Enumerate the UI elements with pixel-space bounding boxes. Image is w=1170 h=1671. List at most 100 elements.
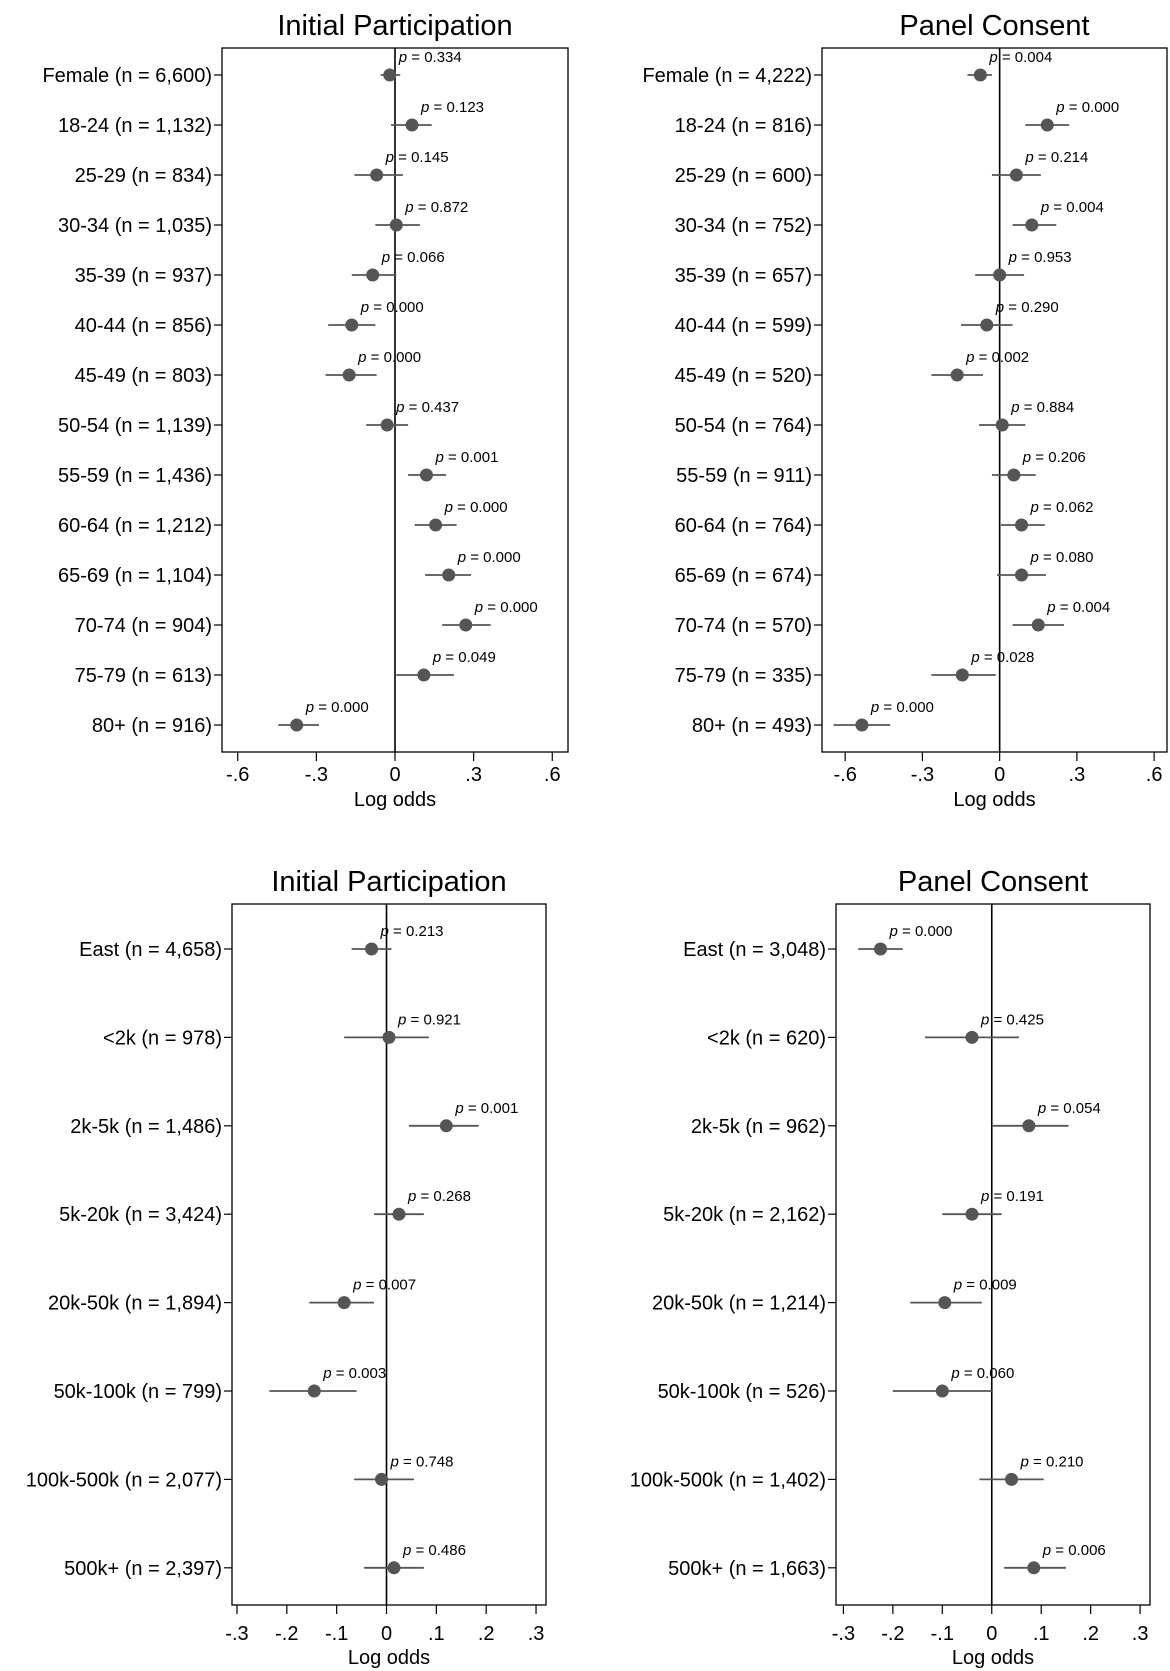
category-label: 60-64 (n = 764) [675,515,812,537]
category-label: 35-39 (n = 937) [75,265,212,287]
category-label: 50-54 (n = 1,139) [58,415,212,437]
point-estimate [1027,1561,1041,1575]
p-value-label: p = 0.003 [322,1365,386,1382]
p-value-label: p = 0.004 [1040,199,1104,216]
plot-frame [231,903,547,1606]
x-tick-label: .3 [528,1623,545,1645]
p-value-label: p = 0.921 [397,1011,461,1028]
point-estimate [383,68,397,82]
point-estimate [973,68,987,82]
point-estimate [345,318,359,332]
p-value-label: p = 0.000 [444,499,508,516]
p-value-label: p = 0.437 [395,399,459,416]
point-estimate [855,718,869,732]
p-value-label: p = 0.000 [870,699,934,716]
point-estimate [1015,568,1029,582]
category-label: 25-29 (n = 834) [75,165,212,187]
category-label: 18-24 (n = 1,132) [58,115,212,137]
category-label: 75-79 (n = 335) [675,665,812,687]
point-estimate [419,468,433,482]
point-estimate [389,218,403,232]
x-tick-label: -.6 [226,764,249,786]
p-value-label: p = 0.066 [381,249,445,266]
point-estimate [1022,1119,1036,1133]
x-tick-label: 0 [389,764,400,786]
x-tick-label: .2 [478,1623,495,1645]
p-value-label: p = 0.268 [407,1188,471,1205]
p-value-label: p = 0.425 [980,1011,1044,1028]
category-label: 40-44 (n = 856) [75,315,212,337]
category-label: 65-69 (n = 674) [675,565,812,587]
chart-panel-1: Initial Participation -.6 -.3 0 .3 .6 Log odds… [42,10,569,811]
p-value-label: p = 0.006 [1042,1542,1106,1559]
x-tick-label: -.3 [225,1623,248,1645]
chart-title: Initial Participation [271,866,506,898]
x-tick-label: 0 [994,764,1005,786]
x-tick-label: .2 [1082,1623,1099,1645]
p-value-label: p = 0.872 [404,199,468,216]
p-value-label: p = 0.884 [1010,399,1074,416]
category-label: 55-59 (n = 911) [676,465,812,487]
category-label: 100k-500k (n = 2,077) [26,1469,222,1491]
point-estimate [938,1296,952,1310]
category-label: 80+ (n = 493) [692,715,812,737]
category-label: 25-29 (n = 600) [675,165,812,187]
p-value-label: p = 0.000 [457,549,521,566]
point-estimate [307,1384,321,1398]
category-label: 70-74 (n = 904) [75,615,212,637]
p-value-label: p = 0.002 [965,349,1029,366]
category-label: 20k-50k (n = 1,214) [652,1293,826,1315]
x-tick-label: -.2 [881,1623,904,1645]
x-tick-label: 0 [381,1623,392,1645]
point-estimate [370,168,384,182]
point-estimate [1015,518,1029,532]
p-value-label: p = 0.000 [889,923,953,940]
p-value-label: p = 0.748 [390,1453,454,1470]
category-label: 70-74 (n = 570) [675,615,812,637]
p-value-label: p = 0.004 [988,49,1052,66]
x-tick-label: .3 [1069,764,1086,786]
point-estimate [1005,1472,1019,1486]
p-value-label: p = 0.123 [420,99,484,116]
p-value-label: p = 0.049 [432,649,496,666]
p-value-label: p = 0.000 [474,599,538,616]
point-estimate [995,418,1009,432]
point-estimate [405,118,419,132]
point-estimate [1025,218,1039,232]
point-estimate [1007,468,1021,482]
category-label: 75-79 (n = 613) [75,665,212,687]
category-label: 20k-50k (n = 1,894) [48,1293,222,1315]
point-estimate [429,518,443,532]
category-label: 2k-5k (n = 1,486) [70,1116,222,1138]
point-estimate [392,1207,406,1221]
point-estimate [1009,168,1023,182]
category-label: 2k-5k (n = 962) [691,1116,826,1138]
point-estimate [365,942,379,956]
p-value-label: p = 0.060 [950,1365,1014,1382]
x-tick-label: .3 [465,764,482,786]
category-label: 30-34 (n = 752) [675,215,812,237]
x-tick-label: -.2 [275,1623,298,1645]
chart-panel-2: Panel Consent -.6 -.3 0 .3 .6 Log odds Female (… [642,10,1168,811]
p-value-label: p = 0.009 [953,1277,1017,1294]
chart-panel-4: Panel Consent -.3 -.2 -.1 0 .1 .2 .3 Log odds Eas… [630,866,1151,1669]
category-label: 100k-500k (n = 1,402) [630,1469,826,1491]
category-label: 40-44 (n = 599) [675,315,812,337]
p-value-label: p = 0.062 [1030,499,1094,516]
category-label: East (n = 3,048) [683,939,826,961]
point-estimate [290,718,304,732]
point-estimate [965,1207,979,1221]
x-tick-label: 0 [986,1623,997,1645]
category-label: 60-64 (n = 1,212) [58,515,212,537]
category-label: Female (n = 4,222) [642,65,812,87]
p-value-label: p = 0.210 [1020,1453,1084,1470]
point-estimate [993,268,1007,282]
category-label: 5k-20k (n = 3,424) [59,1204,222,1226]
p-value-label: p = 0.000 [357,349,421,366]
x-tick-label: -.1 [325,1623,348,1645]
category-label: 50-54 (n = 764) [675,415,812,437]
x-tick-label: .1 [1033,1623,1050,1645]
x-tick-label: .6 [1146,764,1163,786]
plot-frame [835,903,1151,1606]
point-estimate [874,942,888,956]
